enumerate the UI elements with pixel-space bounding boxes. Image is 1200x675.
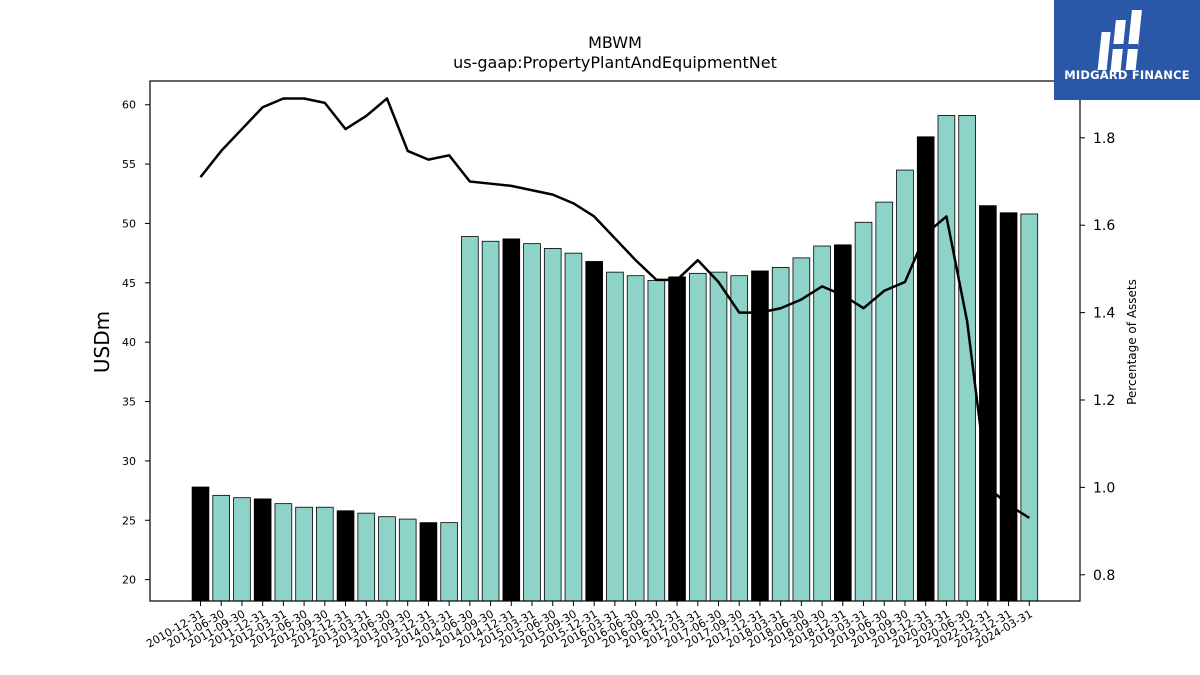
bar <box>191 486 210 602</box>
title: MBWM <box>588 33 642 52</box>
y-tick-label: 20 <box>122 574 136 587</box>
bar <box>751 270 769 602</box>
y-tick-label: 25 <box>122 514 136 527</box>
bar <box>233 497 251 602</box>
bar <box>792 257 811 602</box>
logo-text: MIDGARD FINANCE <box>1064 68 1190 82</box>
bar <box>668 276 686 602</box>
bar <box>875 201 894 602</box>
bar <box>502 238 521 602</box>
y-tick-label: 35 <box>122 396 136 409</box>
bar <box>626 275 645 602</box>
bar <box>378 516 396 602</box>
bar <box>461 236 479 602</box>
bar <box>564 252 583 602</box>
bar <box>688 272 707 602</box>
bar <box>316 506 334 602</box>
bar <box>523 243 541 602</box>
bar <box>606 271 624 602</box>
bar <box>813 245 831 602</box>
bar <box>419 522 438 602</box>
bar <box>958 115 976 602</box>
y-tick-label: 50 <box>122 217 136 230</box>
percentage-line-path <box>199 97 1030 520</box>
bar <box>295 506 313 602</box>
percentage-line <box>199 97 1030 520</box>
bar <box>896 169 914 602</box>
bar <box>357 512 376 602</box>
bar <box>854 221 873 602</box>
bar <box>999 212 1018 602</box>
midgard-finance-logo: MIDGARD FINANCE <box>1054 0 1200 100</box>
y-tick-label: 40 <box>122 336 136 349</box>
bar <box>585 261 603 602</box>
bars <box>191 115 1039 602</box>
bar <box>543 247 562 602</box>
bar <box>647 280 666 602</box>
bar <box>730 275 749 602</box>
bar <box>481 240 500 602</box>
logo-mark-icon <box>1097 10 1142 72</box>
y2-tick-label: 1.2 <box>1093 393 1115 409</box>
bar <box>440 522 458 602</box>
y2-tick-label: 1.0 <box>1093 480 1115 496</box>
bar <box>274 503 293 602</box>
bar <box>709 271 728 602</box>
bar <box>771 266 790 602</box>
bar <box>979 205 997 602</box>
bar <box>916 136 935 602</box>
y-tick-label: 55 <box>122 158 136 171</box>
y-tick-label: 30 <box>122 455 136 468</box>
bar <box>253 498 272 602</box>
y2-tick-label: 0.8 <box>1093 568 1115 584</box>
subtitle: us-gaap:PropertyPlantAndEquipmentNet <box>453 53 777 72</box>
y-tick-label: 60 <box>122 99 136 112</box>
y2-tick-label: 1.4 <box>1093 306 1115 322</box>
bar <box>212 494 231 602</box>
axes: 2025303540455055600.81.01.21.41.61.82010… <box>122 80 1115 651</box>
bar <box>398 518 417 602</box>
bar <box>937 115 956 602</box>
y2-tick-label: 1.8 <box>1093 131 1115 147</box>
bar <box>1020 213 1039 602</box>
y-tick-label: 45 <box>122 277 136 290</box>
bar <box>336 510 355 602</box>
y2-tick-label: 1.6 <box>1093 218 1115 234</box>
